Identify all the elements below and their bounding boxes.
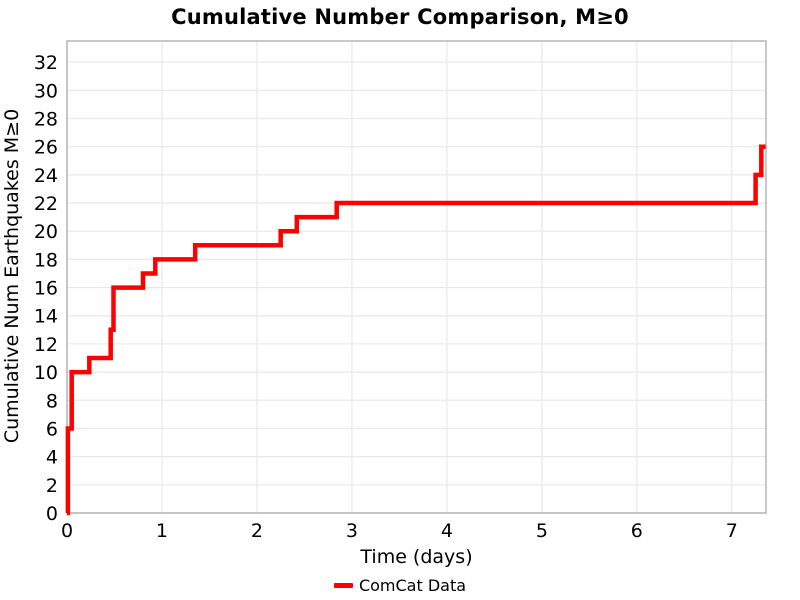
- y-tick-label: 8: [46, 390, 58, 412]
- y-tick-label: 12: [34, 334, 58, 356]
- y-tick-label: 28: [34, 108, 58, 130]
- x-tick-label: 6: [631, 520, 643, 542]
- x-tick-label: 3: [346, 520, 358, 542]
- x-tick-label: 1: [156, 520, 168, 542]
- x-axis-label: Time (days): [360, 546, 473, 568]
- x-tick-label: 2: [251, 520, 263, 542]
- panel-border: [66, 40, 767, 514]
- y-tick-label: 4: [46, 447, 58, 469]
- y-tick-label: 26: [34, 137, 58, 159]
- y-axis-label: Cumulative Num Earthquakes M≥0: [1, 108, 23, 444]
- chart-title: Cumulative Number Comparison, M≥0: [171, 5, 629, 29]
- x-tick-label: 5: [536, 520, 548, 542]
- y-tick-label: 10: [34, 362, 58, 384]
- y-tick-label: 0: [46, 503, 58, 525]
- y-tick-label: 14: [34, 306, 58, 328]
- x-tick-label: 7: [726, 520, 738, 542]
- legend: ComCat Data: [0, 576, 800, 595]
- data-line-comcat-data: [65, 144, 766, 516]
- y-tick-label: 32: [34, 52, 58, 74]
- y-tick-label: 6: [46, 418, 58, 440]
- y-tick-label: 24: [34, 165, 58, 187]
- y-tick-label: 16: [34, 278, 58, 300]
- y-tick-label: 20: [34, 221, 58, 243]
- legend-line-swatch-icon: [333, 583, 353, 588]
- y-tick-label: 18: [34, 249, 58, 271]
- y-tick-label: 30: [34, 80, 58, 102]
- legend-label: ComCat Data: [358, 576, 467, 595]
- y-tick-label: 2: [46, 475, 58, 497]
- x-tick-label: 0: [61, 520, 73, 542]
- x-tick-label: 4: [441, 520, 453, 542]
- y-tick-label: 22: [34, 193, 58, 215]
